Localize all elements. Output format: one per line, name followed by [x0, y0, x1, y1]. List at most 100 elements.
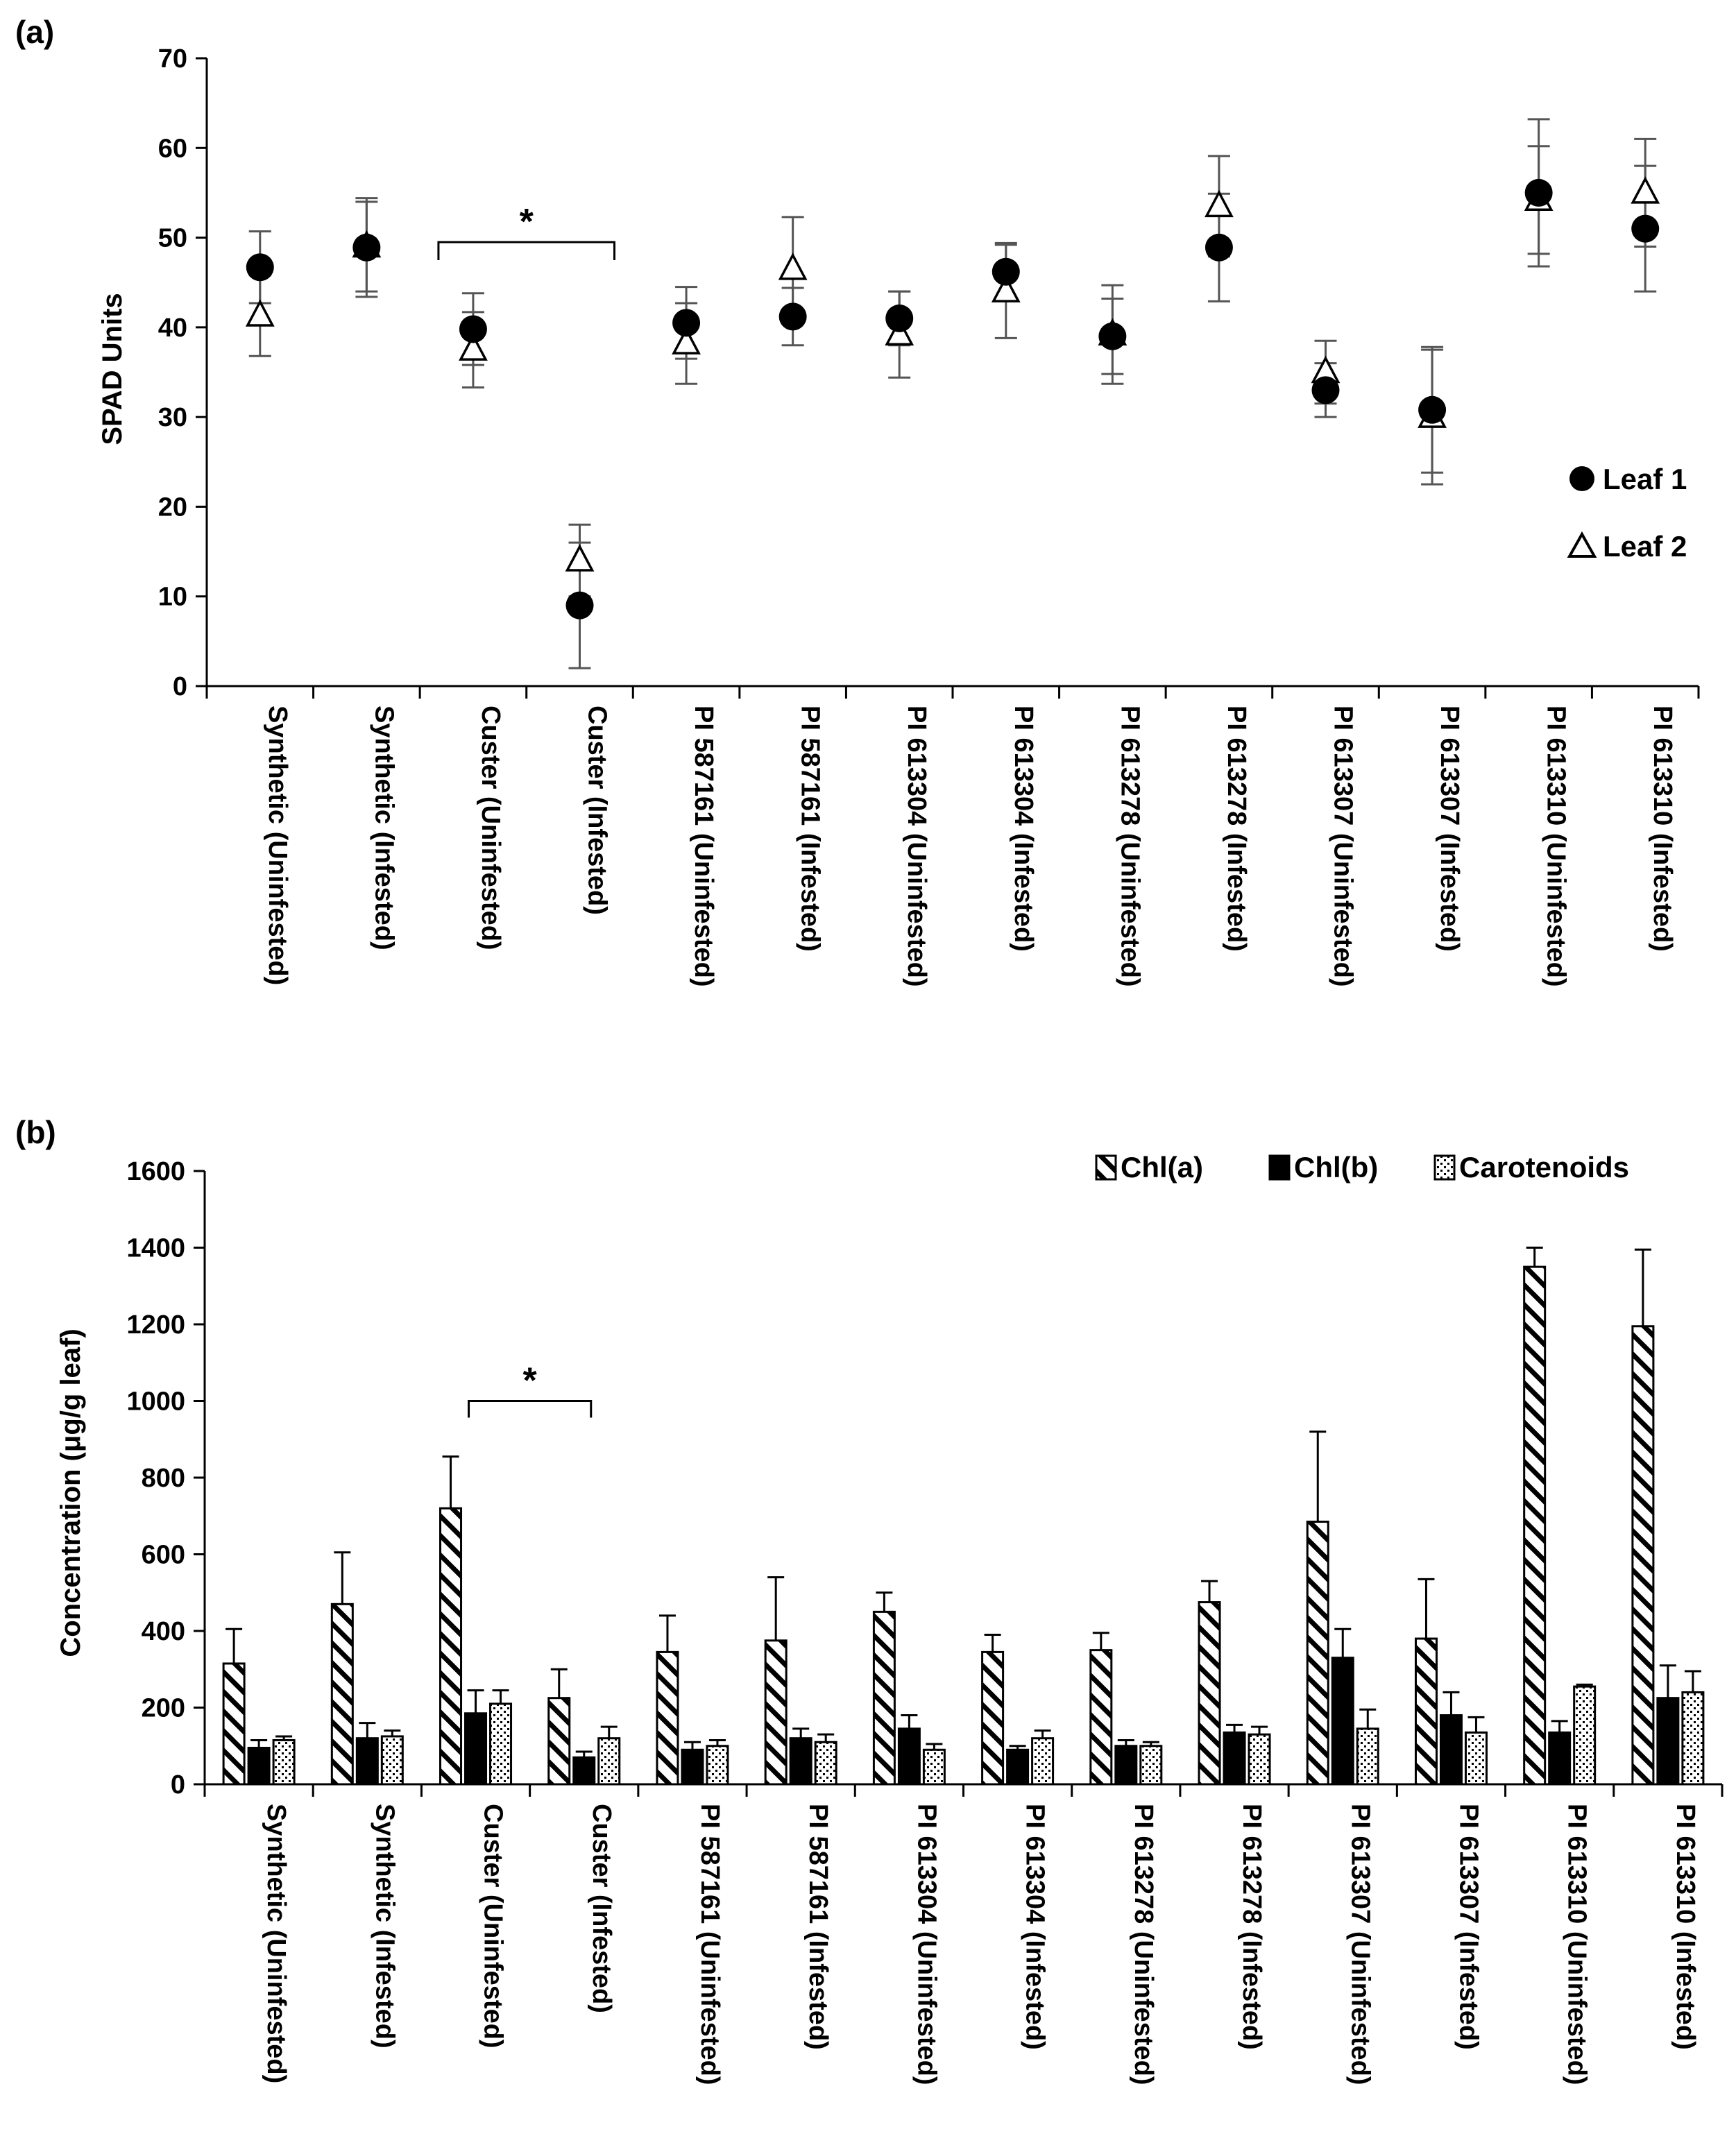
panel-b-category-label: PI 613307 (Infested)	[1454, 1804, 1483, 2050]
chlb-bar	[1439, 1714, 1463, 1786]
panel-b-significance: *	[468, 1361, 593, 1418]
chla-bar	[656, 1650, 679, 1786]
chlb-bar	[247, 1747, 271, 1786]
chla-bar	[1631, 1325, 1655, 1786]
panel-a-category-label: Synthetic (Uninfested)	[263, 706, 292, 985]
leaf1-point	[672, 309, 701, 337]
carotenoids-bar	[1139, 1745, 1163, 1786]
panel-b-y-tick-label: 800	[142, 1464, 185, 1493]
panel-a-y-tick-label: 40	[158, 314, 187, 343]
leaf1-point	[778, 302, 807, 331]
legend-leaf2-label: Leaf 2	[1603, 530, 1687, 563]
panel-a-error-bars	[248, 118, 1657, 669]
legend-chlb-label: Chl(b)	[1294, 1151, 1378, 1183]
panel-b-category-label: Synthetic (Infested)	[370, 1804, 399, 2049]
panel-b-category-label: PI 613310 (Infested)	[1671, 1804, 1700, 2050]
chla-bar	[222, 1662, 246, 1786]
panel-b-category-label: PI 613310 (Uninfested)	[1563, 1804, 1592, 2085]
panel-b-category-label: PI 613307 (Uninfested)	[1345, 1804, 1375, 2085]
panel-a-category-label: PI 613304 (Uninfested)	[902, 706, 931, 986]
panel-b-category-label: PI 587161 (Uninfested)	[695, 1804, 724, 2085]
legend-chla-swatch	[1095, 1154, 1117, 1181]
chla-bar	[981, 1650, 1005, 1786]
carotenoids-bar	[922, 1748, 946, 1786]
panel-a-significance-star: *	[520, 202, 534, 242]
carotenoids-bar	[1573, 1685, 1597, 1786]
panel-a-y-tick-label: 50	[158, 224, 187, 253]
panel-a-category-labels: Synthetic (Uninfested) Synthetic (Infeste…	[263, 706, 1677, 986]
panel-a-category-label: PI 613310 (Uninfested)	[1542, 706, 1571, 986]
chlb-bar	[1331, 1657, 1354, 1786]
panel-a-spad-chart: (a) SPAD Units 0 10 20 30 40 50 60 70 Synthetic…	[15, 14, 1700, 986]
panel-a-category-label: Synthetic (Infested)	[369, 706, 398, 950]
panel-a-y-tick-label: 60	[158, 134, 187, 163]
chlb-bar	[1223, 1731, 1246, 1786]
panel-b-category-label: Custer (Uninfested)	[479, 1804, 508, 2049]
panel-b-legend: Chl(a) Chl(b) Carotenoids	[1095, 1151, 1629, 1183]
chla-bar	[547, 1697, 571, 1786]
panel-a-significance: *	[437, 202, 615, 261]
panel-a-category-label: PI 613307 (Infested)	[1435, 706, 1464, 952]
leaf1-point	[1418, 395, 1447, 424]
legend-leaf1-marker	[1569, 466, 1594, 491]
legend-leaf2-marker	[1567, 531, 1597, 558]
legend-chla-label: Chl(a)	[1121, 1151, 1203, 1183]
leaf1-point	[246, 253, 274, 282]
chlb-bar	[1114, 1745, 1138, 1786]
panel-b-y-tick-label: 600	[142, 1541, 185, 1570]
panel-b-y-ticks: 0 200 400 600 800 1000 1200 1400 1600	[126, 1157, 205, 1800]
panel-b-bars	[222, 1247, 1705, 1786]
panel-b-y-axis-title: Concentration (μg/g leaf)	[56, 1328, 86, 1657]
leaf1-point	[352, 233, 381, 262]
chlb-bar	[572, 1756, 596, 1786]
panel-a-y-tick-label: 70	[158, 44, 187, 74]
panel-a-points	[245, 176, 1660, 619]
panel-a-category-label: PI 613278 (Uninfested)	[1115, 706, 1144, 986]
panel-a-category-label: PI 613278 (Infested)	[1222, 706, 1251, 952]
panel-b-category-label: PI 587161 (Infested)	[803, 1804, 833, 2050]
panel-a-category-label: PI 613304 (Infested)	[1009, 706, 1038, 952]
leaf1-point	[1311, 376, 1340, 404]
chla-bar	[1306, 1521, 1329, 1786]
legend-leaf1-label: Leaf 1	[1603, 463, 1687, 495]
panel-a-category-label: PI 587161 (Uninfested)	[689, 706, 718, 986]
panel-b-category-label: PI 613304 (Infested)	[1021, 1804, 1050, 2050]
panel-b-category-label: PI 613278 (Uninfested)	[1129, 1804, 1158, 2085]
panel-b-category-label: PI 613278 (Infested)	[1237, 1804, 1266, 2050]
panel-a-label: (a)	[15, 14, 54, 50]
panel-b-label: (b)	[15, 1114, 56, 1150]
chlb-bar	[1548, 1731, 1572, 1786]
chlb-bar	[681, 1748, 704, 1786]
chla-bar	[764, 1639, 788, 1786]
panel-b-y-tick-label: 200	[142, 1694, 185, 1723]
chlb-bar	[464, 1712, 488, 1786]
panel-b-y-tick-label: 1000	[126, 1387, 185, 1417]
carotenoids-bar	[1681, 1691, 1705, 1786]
panel-a-y-tick-label: 0	[173, 672, 187, 701]
carotenoids-bar	[1464, 1731, 1488, 1786]
leaf1-point	[1205, 233, 1233, 262]
panel-a-y-tick-label: 20	[158, 493, 187, 522]
carotenoids-bar	[1031, 1737, 1055, 1786]
carotenoids-bar	[489, 1702, 513, 1786]
leaf1-point	[992, 257, 1020, 286]
panel-a-y-ticks: 0 10 20 30 40 50 60 70	[158, 44, 207, 701]
legend-carotenoids-label: Carotenoids	[1459, 1151, 1629, 1183]
panel-b-y-tick-label: 1200	[126, 1310, 185, 1340]
leaf2-point	[885, 318, 914, 345]
chla-bar	[1089, 1649, 1113, 1786]
leaf2-point	[672, 327, 701, 354]
carotenoids-bar	[814, 1741, 837, 1786]
chla-bar	[439, 1507, 463, 1786]
panel-a-category-label: PI 613310 (Infested)	[1648, 706, 1677, 952]
chla-bar	[1523, 1265, 1547, 1786]
panel-b-category-label: Synthetic (Uninfested)	[262, 1804, 291, 2083]
chlb-bar	[1006, 1748, 1030, 1786]
panel-a-category-label: Custer (Infested)	[583, 706, 612, 915]
leaf1-point	[885, 304, 914, 332]
leaf2-point	[778, 253, 808, 280]
panel-b-significance-star: *	[523, 1361, 538, 1401]
panel-b-axes	[203, 1171, 1724, 1797]
panel-b-pigment-chart: (b) Concentration (μg/g leaf) 0 200 400 600…	[15, 1114, 1724, 2085]
leaf2-point	[565, 544, 595, 572]
